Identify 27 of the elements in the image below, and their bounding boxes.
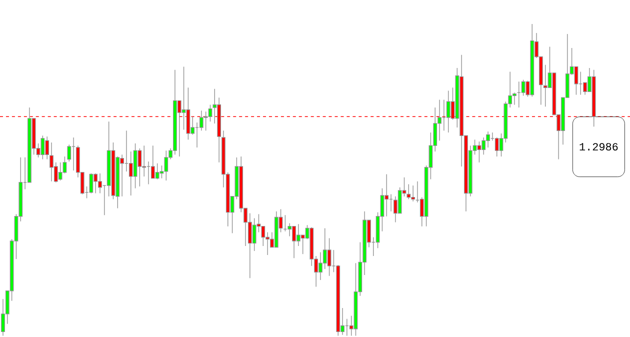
candlestick: [142, 145, 146, 177]
candlestick: [89, 172, 94, 194]
candlestick: [398, 187, 402, 214]
candlestick: [327, 238, 332, 276]
candlestick: [521, 79, 526, 96]
candlestick: [516, 81, 521, 108]
candlestick: [384, 174, 389, 217]
candlestick: [482, 137, 486, 155]
candlestick: [204, 111, 208, 131]
candlestick: [138, 148, 142, 187]
candlestick: [40, 135, 45, 160]
candlestick: [58, 162, 62, 181]
candlestick: [261, 226, 266, 246]
candlestick: [128, 151, 133, 196]
candlestick: [446, 90, 450, 133]
candlestick: [182, 66, 186, 130]
candlestick: [406, 184, 411, 200]
candlestick: [494, 137, 499, 157]
candlestick: [155, 163, 160, 180]
candlestick: [322, 228, 327, 270]
candlestick: [252, 218, 256, 252]
candlestick: [208, 104, 212, 122]
candlestick: [164, 150, 168, 181]
candlestick: [477, 141, 482, 163]
candlestick: [67, 144, 72, 162]
annotation: 1.2986: [580, 143, 618, 151]
candlestick: [543, 64, 548, 107]
